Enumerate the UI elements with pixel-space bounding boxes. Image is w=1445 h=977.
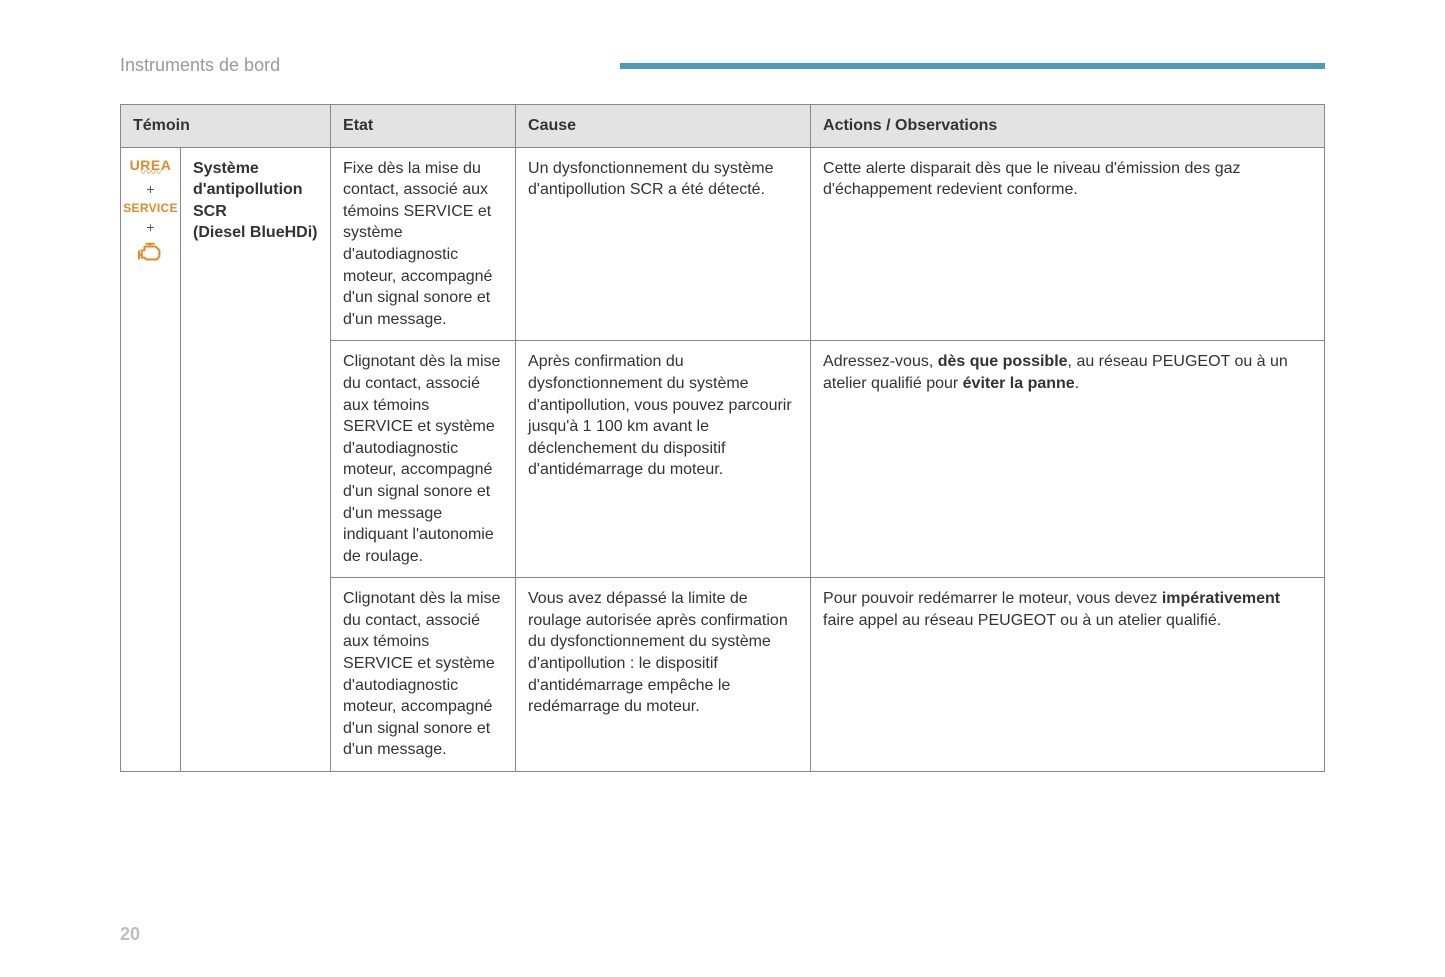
cell-action: Cette alerte disparait dès que le niveau… xyxy=(811,147,1325,341)
indicator-name-line: Système xyxy=(193,160,259,177)
action-text-bold: éviter la panne xyxy=(963,375,1075,392)
plus-icon: + xyxy=(146,182,154,196)
indicator-name-line: (Diesel BlueHDi) xyxy=(193,224,317,241)
action-text: Pour pouvoir redémarrer le moteur, vous … xyxy=(823,590,1162,607)
page: Instruments de bord Témoin Etat Cause Ac… xyxy=(0,0,1445,977)
col-temoin: Témoin xyxy=(121,105,331,148)
col-actions: Actions / Observations xyxy=(811,105,1325,148)
action-text: Cette alerte disparait dès que le niveau… xyxy=(823,160,1241,199)
cell-etat: Clignotant dès la mise du contact, assoc… xyxy=(331,341,516,578)
cell-action: Adressez-vous, dès que possible, au rése… xyxy=(811,341,1325,578)
page-number: 20 xyxy=(120,924,140,945)
cell-etat: Clignotant dès la mise du contact, assoc… xyxy=(331,578,516,772)
col-cause: Cause xyxy=(516,105,811,148)
header-rule xyxy=(620,63,1325,69)
indicator-icon-stack: UREA 〰〰 + SERVICE + xyxy=(133,158,168,273)
section-header: Instruments de bord xyxy=(120,55,1325,76)
action-text-bold: impérativement xyxy=(1162,590,1280,607)
plus-icon: + xyxy=(146,220,154,234)
col-etat: Etat xyxy=(331,105,516,148)
engine-icon xyxy=(136,240,166,273)
action-text: faire appel au réseau PEUGEOT ou à un at… xyxy=(823,612,1221,629)
cell-cause: Après confirmation du dysfonctionnement … xyxy=(516,341,811,578)
indicator-icon-cell: UREA 〰〰 + SERVICE + xyxy=(121,147,181,771)
action-text-bold: dès que possible xyxy=(938,353,1068,370)
urea-icon: UREA 〰〰 xyxy=(130,158,172,177)
indicator-name-line: SCR xyxy=(193,203,227,220)
service-icon: SERVICE xyxy=(123,202,178,214)
cell-etat: Fixe dès la mise du contact, associé aux… xyxy=(331,147,516,341)
section-title: Instruments de bord xyxy=(120,55,280,76)
table-header-row: Témoin Etat Cause Actions / Observations xyxy=(121,105,1325,148)
cell-cause: Vous avez dépassé la limite de roulage a… xyxy=(516,578,811,772)
action-text: . xyxy=(1075,375,1079,392)
indicator-name-cell: Système d'antipollution SCR (Diesel Blue… xyxy=(181,147,331,771)
indicator-name-line: d'antipollution xyxy=(193,181,303,198)
action-text: Adressez-vous, xyxy=(823,353,938,370)
cell-action: Pour pouvoir redémarrer le moteur, vous … xyxy=(811,578,1325,772)
table-row: UREA 〰〰 + SERVICE + xyxy=(121,147,1325,341)
warning-table: Témoin Etat Cause Actions / Observations… xyxy=(120,104,1325,772)
cell-cause: Un dysfonctionnement du système d'antipo… xyxy=(516,147,811,341)
